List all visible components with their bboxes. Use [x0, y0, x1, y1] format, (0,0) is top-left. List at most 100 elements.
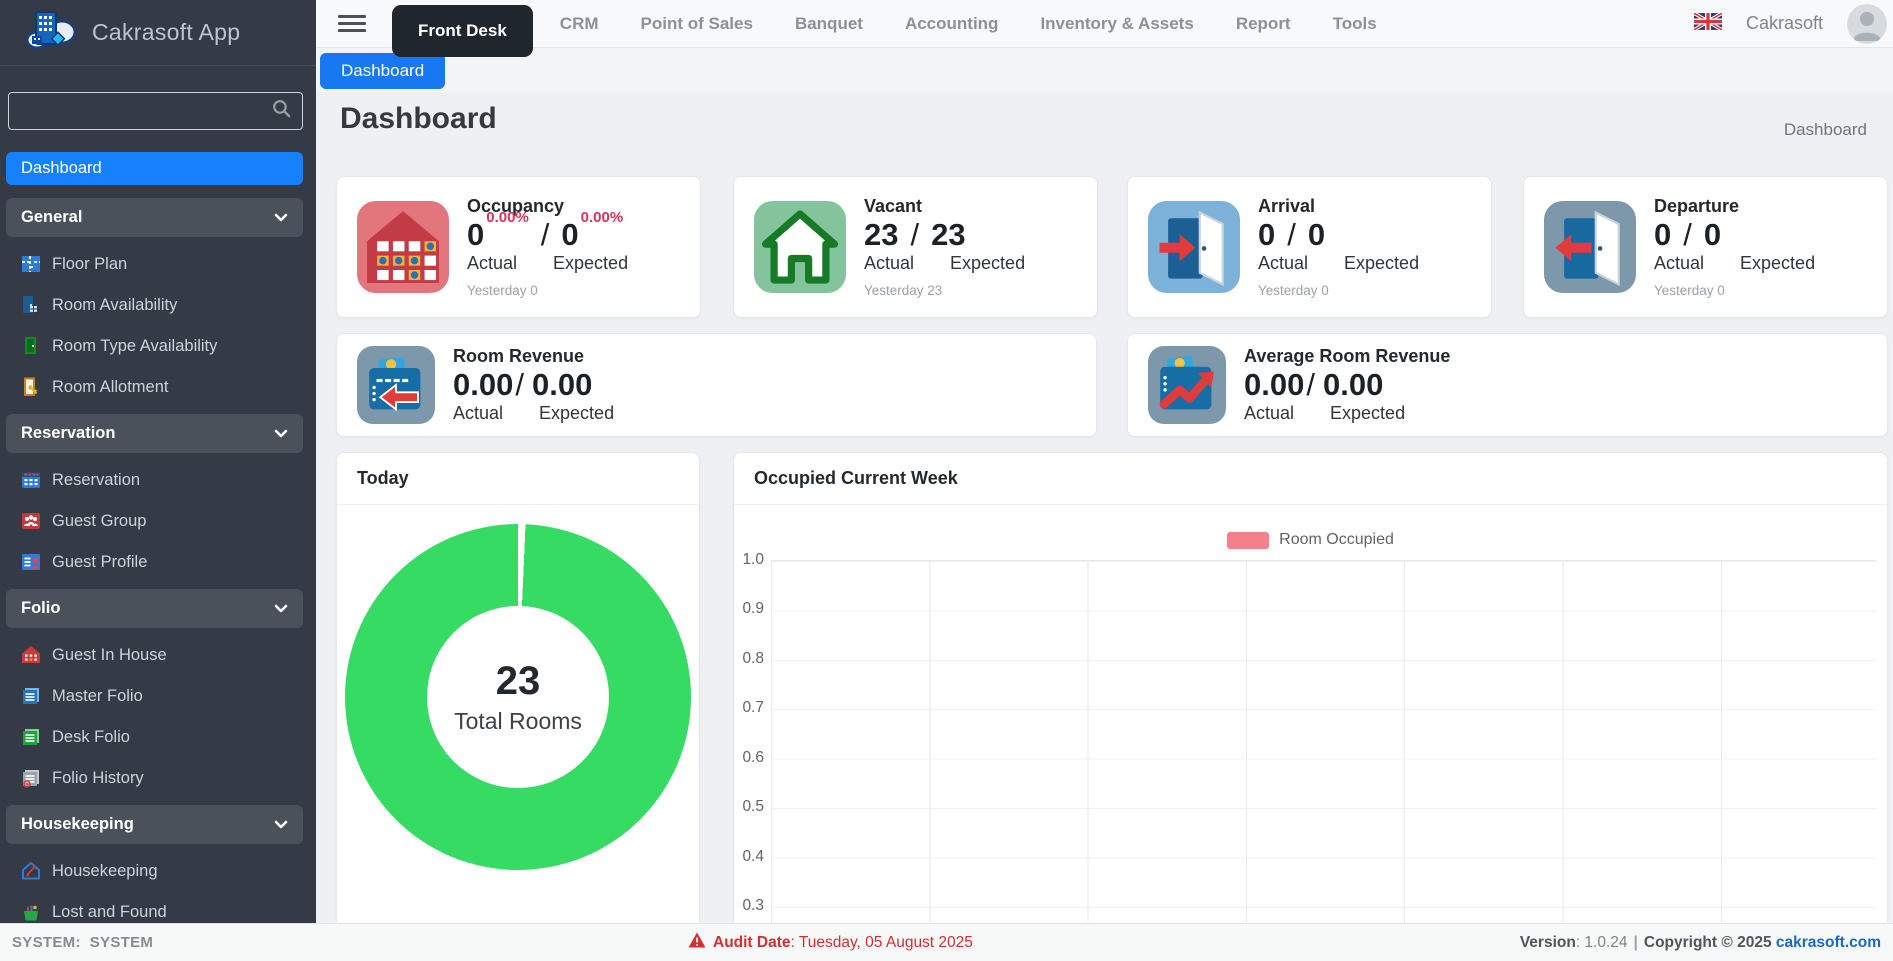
status-bar: SYSTEM: SYSTEM Audit Date: Tuesday, 05 A…	[0, 923, 1893, 961]
sidebar-item-room-type-availability[interactable]: Room Type Availability	[6, 332, 303, 360]
sidebar-item-lost-and-found[interactable]: Lost and Found	[6, 898, 303, 923]
item-label: Desk Folio	[52, 727, 130, 746]
y-tick: 0.9	[742, 600, 764, 617]
sidebar-section-housekeeping[interactable]: Housekeeping	[6, 805, 303, 844]
expected-label: Expected	[539, 403, 615, 424]
y-tick: 0.3	[742, 897, 764, 914]
item-label: Reservation	[52, 470, 141, 489]
nav-tools[interactable]: Tools	[1332, 13, 1377, 33]
section-label: Housekeeping	[21, 815, 134, 833]
average-room-revenue-icon	[1148, 346, 1226, 424]
chevron-down-icon	[274, 424, 288, 443]
version-copyright: Version: 1.0.24 | Copyright © 2025 cakraso…	[1519, 933, 1881, 951]
card-title: Vacant	[864, 195, 923, 216]
y-tick: 0.6	[742, 749, 764, 766]
nav-report[interactable]: Report	[1235, 13, 1291, 33]
sidebar-item-room-availability[interactable]: Room Availability	[6, 291, 303, 319]
card-title: Room Revenue	[453, 345, 585, 366]
sidebar-item-guest-profile[interactable]: Guest Profile	[6, 548, 303, 576]
today-panel: Today 23 Total Rooms	[336, 452, 700, 923]
sidebar-item-master-folio[interactable]: Master Folio	[6, 682, 303, 710]
expected-label: Expected	[950, 253, 1026, 274]
sidebar-item-dashboard[interactable]: Dashboard	[6, 152, 303, 185]
actual-label: Actual	[1654, 253, 1705, 274]
tab-dashboard[interactable]: Dashboard	[320, 53, 446, 89]
actual-label: Actual	[467, 253, 518, 274]
section-label: Folio	[21, 599, 61, 617]
sidebar-item-reservation[interactable]: Reservation	[6, 466, 303, 494]
card-title: Arrival	[1258, 195, 1316, 216]
item-label: Guest Profile	[52, 552, 148, 571]
nav-accounting[interactable]: Accounting	[904, 13, 999, 33]
section-label: General	[21, 208, 83, 226]
language-flag-icon[interactable]	[1693, 10, 1723, 35]
breadcrumb[interactable]: Dashboard	[1783, 120, 1867, 139]
item-label: Master Folio	[52, 686, 143, 705]
sidebar-section-folio[interactable]: Folio	[6, 589, 303, 628]
item-label: Floor Plan	[52, 254, 128, 273]
sidebar-item-housekeeping[interactable]: Housekeeping	[6, 857, 303, 885]
room-availability-icon	[21, 295, 41, 315]
occupancy-icon	[357, 201, 449, 293]
search-icon[interactable]	[271, 98, 292, 124]
sidebar-section-general[interactable]: General	[6, 198, 303, 237]
sidebar-item-desk-folio[interactable]: Desk Folio	[6, 723, 303, 751]
card-title: Occupancy	[467, 195, 565, 216]
warning-icon	[688, 932, 706, 953]
item-label: Folio History	[52, 768, 144, 787]
card-title: Average Room Revenue	[1244, 345, 1451, 366]
y-tick: 0.4	[742, 848, 764, 865]
reservation-calendar-icon	[21, 470, 41, 490]
nav-front-desk[interactable]: Front Desk	[392, 4, 533, 57]
card-values: 23/23	[864, 216, 966, 252]
card-values: 0/0	[1258, 216, 1326, 252]
chart-legend[interactable]: Room Occupied	[734, 531, 1887, 549]
sidebar-item-room-allotment[interactable]: Room Allotment	[6, 373, 303, 401]
arrival-icon	[1148, 201, 1240, 293]
vacant-card: Vacant 23/23 Actual Expected Yesterday 23	[733, 176, 1098, 318]
arrival-card: Arrival 0/0 Actual Expected Yesterday 0	[1127, 176, 1492, 318]
cakrasoft-link[interactable]: cakrasoft.com	[1775, 933, 1881, 951]
sidebar-section-reservation[interactable]: Reservation	[6, 414, 303, 453]
audit-date: Audit Date: Tuesday, 05 August 2025	[688, 932, 973, 953]
menu-toggle-button[interactable]	[338, 15, 366, 32]
top-navbar: Front Desk CRM Point of Sales Banquet Ac…	[316, 0, 1893, 57]
search-input[interactable]	[19, 102, 271, 120]
user-avatar[interactable]	[1847, 3, 1887, 44]
actual-label: Actual	[1244, 403, 1295, 424]
sidebar-item-guest-in-house[interactable]: Guest In House	[6, 641, 303, 669]
section-label: Reservation	[21, 424, 116, 442]
yesterday-value: Yesterday 0	[1258, 283, 1329, 299]
y-tick: 0.7	[742, 699, 764, 716]
vacant-icon	[754, 201, 846, 293]
nav-point-of-sales[interactable]: Point of Sales	[640, 13, 753, 33]
sidebar-item-folio-history[interactable]: Folio History	[6, 764, 303, 792]
company-name: Cakrasoft	[1745, 13, 1823, 33]
week-panel-title: Occupied Current Week	[734, 453, 1887, 505]
yesterday-value: Yesterday 23	[864, 283, 943, 299]
open-tabs-strip: Dashboard	[316, 48, 1893, 92]
guest-in-house-icon	[21, 645, 41, 665]
donut-center-value: 23	[495, 659, 541, 703]
lost-and-found-icon	[21, 902, 41, 922]
item-label: Room Availability	[52, 295, 178, 314]
nav-banquet[interactable]: Banquet	[794, 13, 863, 33]
sidebar-item-guest-group[interactable]: Guest Group	[6, 507, 303, 535]
occupancy-card: Occupancy 0 0.00%/0 0.00% Actual Expected Y…	[336, 176, 701, 318]
sidebar-item-floor-plan[interactable]: Floor Plan	[6, 250, 303, 278]
card-title: Departure	[1654, 195, 1740, 216]
item-label: Room Type Availability	[52, 336, 218, 355]
nav-crm[interactable]: CRM	[559, 13, 599, 33]
page-title: Dashboard	[340, 102, 497, 135]
y-tick: 1.0	[742, 551, 764, 568]
occupied-week-panel: Occupied Current Week Room Occupied 1.0 …	[733, 452, 1888, 923]
departure-icon	[1544, 201, 1636, 293]
y-tick: 0.5	[742, 798, 764, 815]
master-folio-icon	[21, 686, 41, 706]
app-logo-icon	[24, 8, 77, 57]
item-label: Lost and Found	[52, 902, 167, 921]
nav-inventory-assets[interactable]: Inventory & Assets	[1040, 13, 1194, 33]
housekeeping-icon	[21, 861, 41, 881]
actual-label: Actual	[453, 403, 504, 424]
total-rooms-donut-chart: 23 Total Rooms	[345, 524, 691, 870]
